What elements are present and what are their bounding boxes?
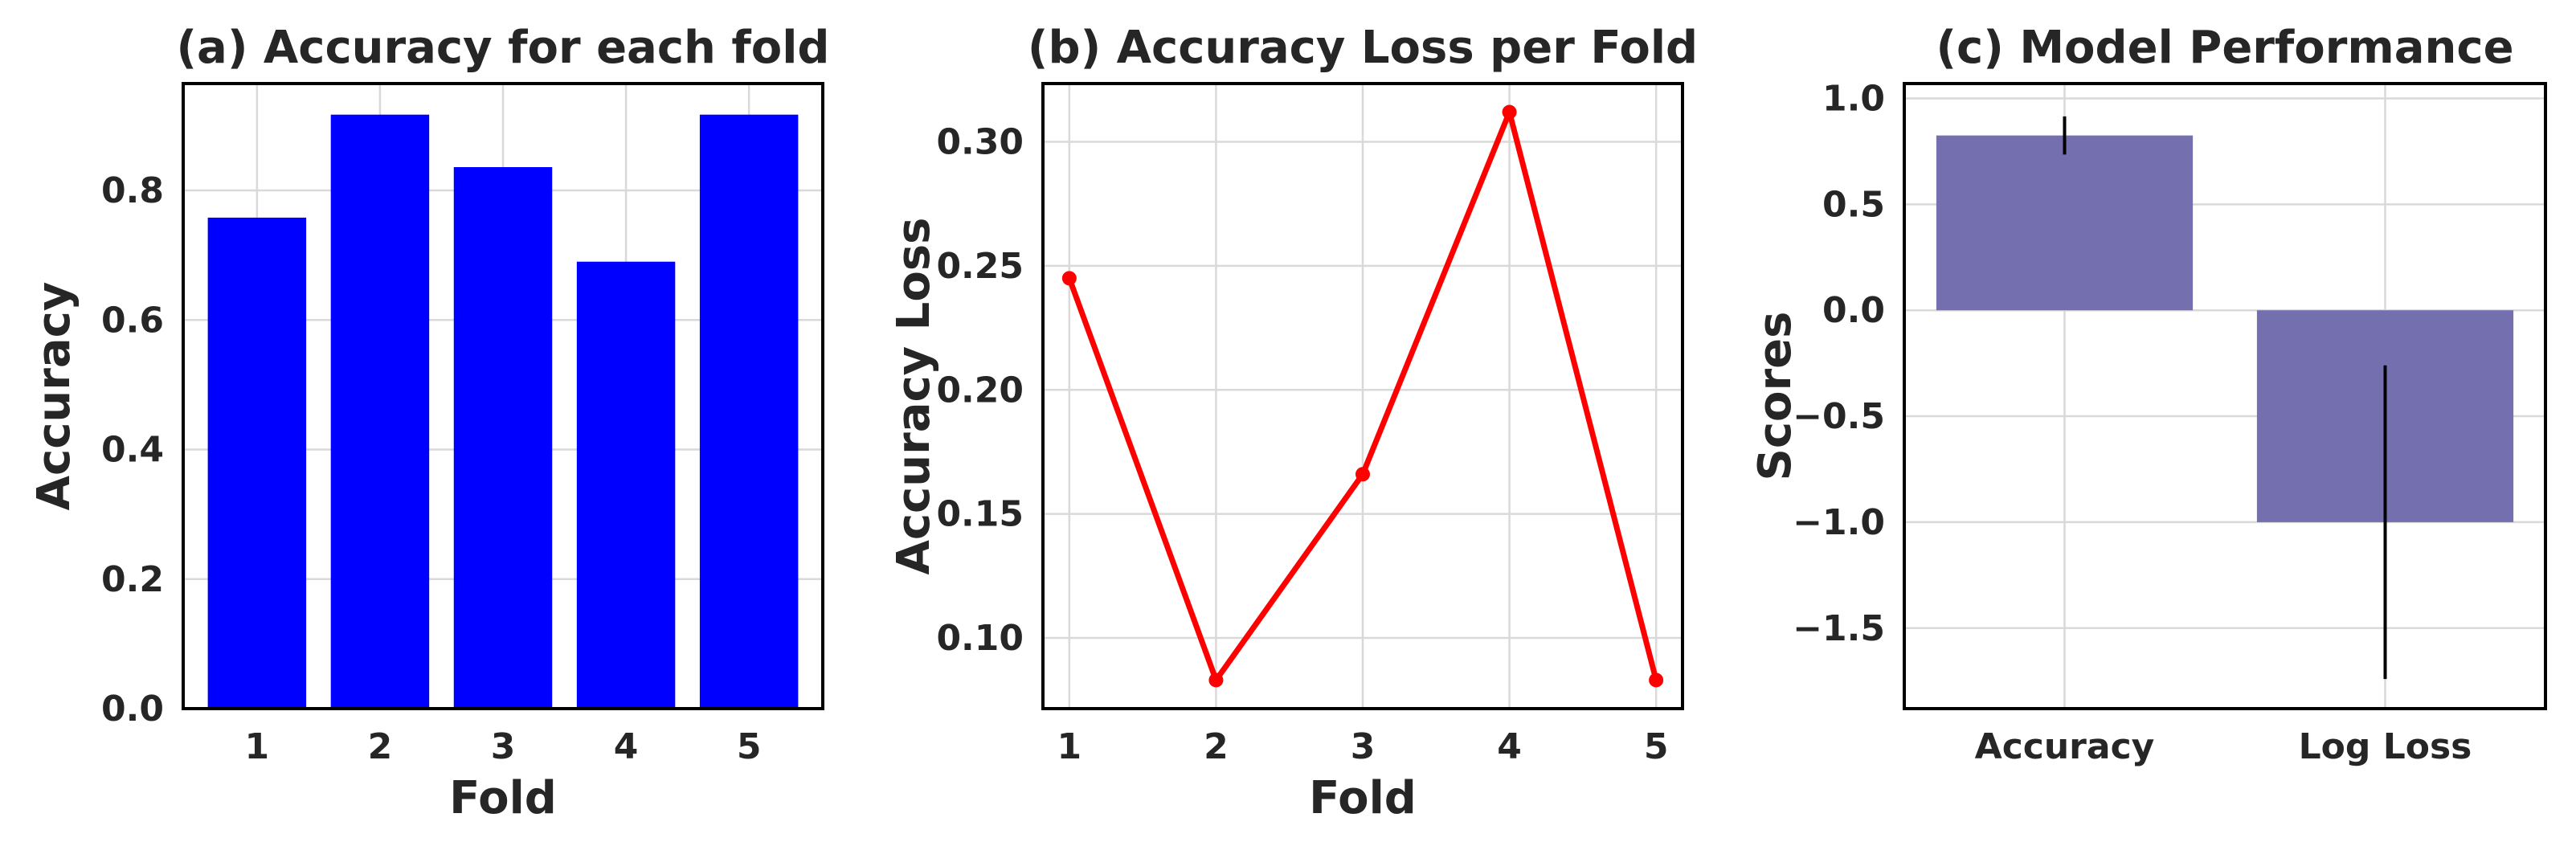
y-tick-label: 0.5 [1822,184,1885,225]
y-tick-label: 1.0 [1822,78,1885,119]
y-tick-label: 0.30 [936,122,1024,163]
point-fold-2 [1208,672,1224,688]
y-tick-label: 0.0 [1822,290,1885,331]
x-tick-label: 1 [1057,726,1082,767]
bar-accuracy [1936,135,2194,311]
y-tick-label: 0.0 [101,689,164,730]
y-tick-label: −1.0 [1793,502,1885,543]
bar-fold-5 [699,114,799,709]
x-tick-label: 5 [737,726,762,767]
chart-c-model-performance: 1.0 0.5 0.0 −0.5 −1.0 −1.5 Accuracy Log Loss (c… [1749,22,2547,767]
chart-a-bars [207,114,799,709]
chart-b-grid [1043,84,1683,709]
chart-b-ticks: 0.10 0.15 0.20 0.25 0.30 1 2 3 4 5 [936,122,1668,767]
chart-a-ticks: 0.0 0.2 0.4 0.6 0.8 1 2 3 4 5 [101,170,761,767]
bar-fold-4 [576,261,676,709]
bar-fold-2 [330,114,430,709]
chart-c-ticks: 1.0 0.5 0.0 −0.5 −1.0 −1.5 Accuracy Log Loss [1793,78,2472,767]
point-fold-3 [1355,467,1370,482]
point-fold-5 [1649,672,1664,688]
chart-a-accuracy-per-fold: 0.0 0.2 0.4 0.6 0.8 1 2 3 4 5 (a) Accuracy for ea… [28,22,830,824]
y-tick-label: 0.8 [101,170,164,211]
chart-a-ylabel: Accuracy [28,282,80,511]
chart-c-ylabel: Scores [1749,312,1801,481]
chart-b-line [1061,104,1664,688]
y-tick-label: −1.5 [1793,608,1885,649]
point-fold-4 [1502,104,1517,120]
bar-fold-1 [207,217,307,709]
y-tick-label: 0.20 [936,370,1024,411]
chart-c-bars [1936,116,2514,680]
chart-b-accuracy-loss: 0.10 0.15 0.20 0.25 0.30 1 2 3 4 5 (b) Accuracy L… [888,22,1698,824]
y-tick-label: 0.15 [936,494,1024,535]
x-tick-label: Accuracy [1975,726,2155,767]
y-tick-label: −0.5 [1793,396,1885,437]
x-tick-label: 4 [614,726,639,767]
y-tick-label: 0.4 [101,430,164,471]
y-tick-label: 0.2 [101,559,164,600]
chart-b-title: (b) Accuracy Loss per Fold [1028,22,1698,74]
chart-a-frame [182,82,824,710]
chart-a-title: (a) Accuracy for each fold [176,22,829,74]
x-tick-label: 3 [491,726,516,767]
chart-a-xlabel: Fold [449,772,557,824]
x-tick-label: 5 [1644,726,1669,767]
y-tick-label: 0.10 [936,618,1024,659]
x-tick-label: 2 [368,726,393,767]
chart-b-frame [1041,82,1684,710]
y-tick-label: 0.6 [101,300,164,341]
x-tick-label: 1 [245,726,270,767]
point-fold-1 [1061,271,1077,286]
bar-fold-3 [453,167,553,709]
chart-b-xlabel: Fold [1309,772,1417,824]
chart-b-ylabel: Accuracy Loss [888,217,940,574]
y-tick-label: 0.25 [936,246,1024,287]
x-tick-label: 3 [1351,726,1376,767]
x-tick-label: 4 [1497,726,1522,767]
chart-c-frame [1903,82,2547,710]
x-tick-label: Log Loss [2299,726,2472,767]
chart-c-title: (c) Model Performance [1936,22,2513,74]
x-tick-label: 2 [1204,726,1229,767]
